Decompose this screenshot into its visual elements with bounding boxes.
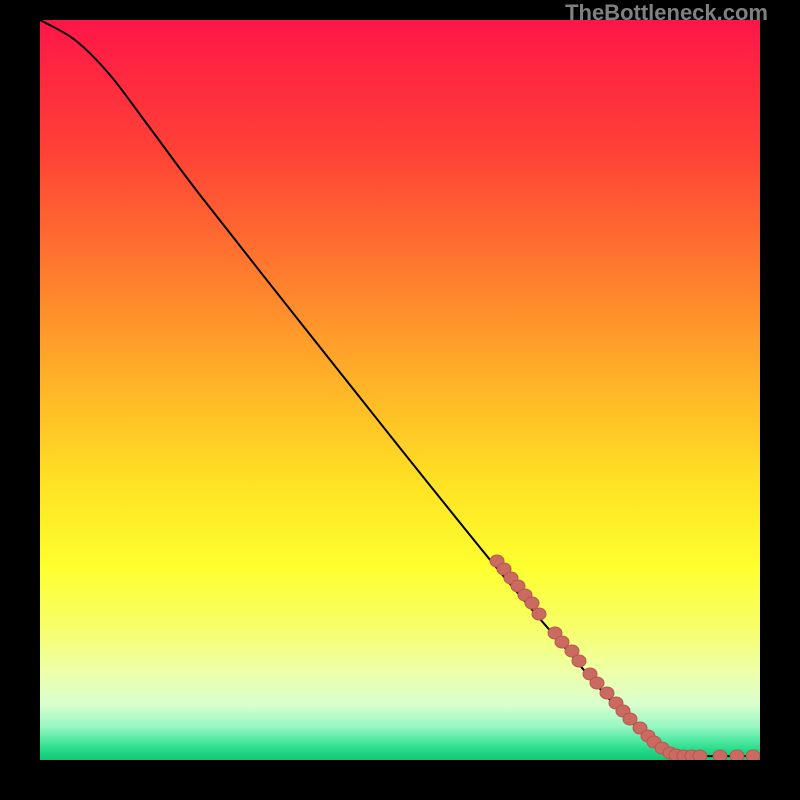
data-marker (600, 687, 614, 699)
data-marker (555, 636, 569, 648)
data-marker (532, 608, 546, 620)
data-marker (590, 677, 604, 689)
gradient-background (40, 20, 760, 760)
frame-border-left (0, 0, 40, 800)
data-marker (623, 713, 637, 725)
data-marker (525, 597, 539, 609)
data-marker (572, 655, 586, 667)
frame-border-right (760, 0, 800, 800)
frame-border-bottom (0, 760, 800, 800)
watermark-text: TheBottleneck.com (565, 0, 768, 26)
bottleneck-chart (0, 0, 800, 800)
